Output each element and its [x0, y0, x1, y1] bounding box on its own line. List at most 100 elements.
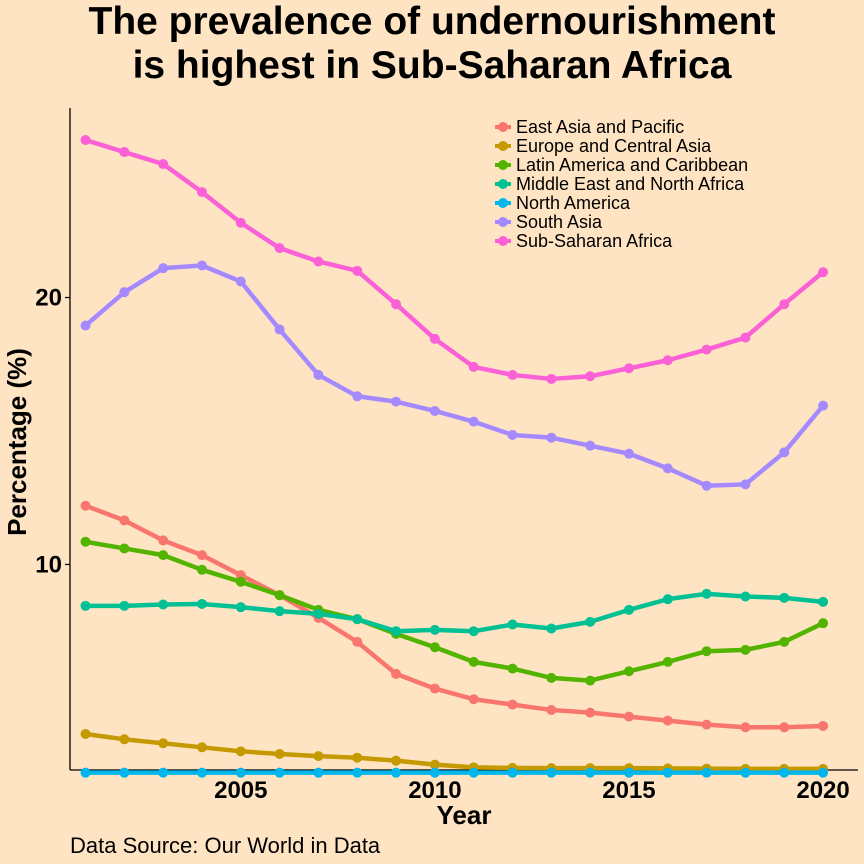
data-point-middle-east-and-north-africa	[235, 602, 246, 613]
data-point-south-asia	[662, 463, 673, 474]
data-point-latin-america-and-caribbean	[274, 590, 285, 601]
data-point-latin-america-and-caribbean	[740, 644, 751, 655]
data-point-south-asia	[80, 320, 91, 331]
data-point-north-america	[623, 767, 634, 778]
data-point-sub-saharan-africa	[740, 332, 751, 343]
data-point-latin-america-and-caribbean	[468, 656, 479, 667]
data-point-sub-saharan-africa	[196, 187, 207, 198]
data-point-europe-and-central-asia	[429, 759, 440, 770]
data-point-sub-saharan-africa	[779, 299, 790, 310]
legend-item-sub-saharan-africa: Sub-Saharan Africa	[495, 231, 673, 251]
data-point-latin-america-and-caribbean	[80, 536, 91, 547]
data-point-middle-east-and-north-africa	[352, 614, 363, 625]
data-point-latin-america-and-caribbean	[701, 646, 712, 657]
data-point-east-asia-and-pacific	[546, 704, 557, 715]
x-tick-label: 2015	[602, 777, 655, 804]
data-point-south-asia	[274, 324, 285, 335]
series-layer	[80, 135, 829, 778]
data-point-europe-and-central-asia	[196, 742, 207, 753]
data-point-north-america	[585, 767, 596, 778]
data-point-north-america	[507, 767, 518, 778]
data-point-europe-and-central-asia	[80, 728, 91, 739]
data-point-latin-america-and-caribbean	[818, 618, 829, 629]
data-point-europe-and-central-asia	[274, 748, 285, 759]
legend-item-europe-and-central-asia: Europe and Central Asia	[495, 136, 712, 156]
data-point-sub-saharan-africa	[119, 147, 130, 158]
data-point-east-asia-and-pacific	[468, 694, 479, 705]
series-south-asia	[80, 260, 829, 491]
data-point-sub-saharan-africa	[623, 363, 634, 374]
data-point-sub-saharan-africa	[701, 344, 712, 355]
data-point-east-asia-and-pacific	[391, 668, 402, 679]
legend-item-north-america: North America	[495, 193, 631, 213]
data-point-south-asia	[158, 263, 169, 274]
data-point-europe-and-central-asia	[352, 752, 363, 763]
data-point-south-asia	[779, 447, 790, 458]
data-point-middle-east-and-north-africa	[80, 600, 91, 611]
data-point-south-asia	[818, 400, 829, 411]
data-point-latin-america-and-caribbean	[119, 543, 130, 554]
data-point-sub-saharan-africa	[158, 159, 169, 170]
data-point-east-asia-and-pacific	[507, 699, 518, 710]
chart-title-line-1: The prevalence of undernourishment	[89, 0, 776, 43]
legend-item-east-asia-and-pacific: East Asia and Pacific	[495, 117, 684, 137]
data-point-north-america	[701, 767, 712, 778]
data-point-latin-america-and-caribbean	[429, 642, 440, 653]
legend-key-point	[498, 217, 508, 227]
data-point-middle-east-and-north-africa	[507, 619, 518, 630]
data-point-south-asia	[196, 260, 207, 271]
data-point-sub-saharan-africa	[235, 217, 246, 228]
data-point-south-asia	[546, 432, 557, 443]
data-point-south-asia	[701, 480, 712, 491]
data-point-europe-and-central-asia	[119, 734, 130, 745]
data-point-east-asia-and-pacific	[158, 535, 169, 546]
data-point-east-asia-and-pacific	[818, 720, 829, 731]
data-point-south-asia	[740, 479, 751, 490]
data-point-latin-america-and-caribbean	[507, 663, 518, 674]
legend-label: Middle East and North Africa	[516, 174, 745, 194]
data-point-sub-saharan-africa	[429, 333, 440, 344]
series-line-europe-and-central-asia	[83, 731, 826, 772]
series-line-sub-saharan-africa	[83, 137, 826, 382]
legend-key-point	[498, 236, 508, 246]
data-point-north-america	[779, 767, 790, 778]
data-point-sub-saharan-africa	[818, 267, 829, 278]
data-source-caption: Data Source: Our World in Data	[70, 833, 381, 858]
data-point-east-asia-and-pacific	[352, 636, 363, 647]
data-point-south-asia	[391, 396, 402, 407]
data-point-sub-saharan-africa	[313, 256, 324, 267]
x-tick-label: 2010	[408, 777, 461, 804]
legend-key-point	[498, 179, 508, 189]
series-line-east-asia-and-pacific	[83, 503, 826, 730]
data-point-north-america	[429, 767, 440, 778]
data-point-east-asia-and-pacific	[119, 515, 130, 526]
data-point-east-asia-and-pacific	[740, 722, 751, 733]
data-point-sub-saharan-africa	[352, 265, 363, 276]
series-sub-saharan-africa	[80, 135, 829, 384]
data-point-sub-saharan-africa	[546, 373, 557, 384]
series-middle-east-and-north-africa	[80, 588, 829, 637]
data-point-middle-east-and-north-africa	[662, 594, 673, 605]
data-point-europe-and-central-asia	[235, 746, 246, 757]
data-point-sub-saharan-africa	[391, 299, 402, 310]
data-point-north-america	[235, 767, 246, 778]
legend-label: East Asia and Pacific	[516, 117, 684, 137]
data-point-east-asia-and-pacific	[429, 683, 440, 694]
data-point-middle-east-and-north-africa	[119, 600, 130, 611]
data-point-sub-saharan-africa	[80, 135, 91, 146]
data-point-middle-east-and-north-africa	[623, 604, 634, 615]
data-point-middle-east-and-north-africa	[468, 626, 479, 637]
legend-label: Latin America and Caribbean	[516, 155, 748, 175]
series-europe-and-central-asia	[80, 728, 829, 774]
data-point-sub-saharan-africa	[507, 369, 518, 380]
data-point-south-asia	[429, 405, 440, 416]
series-line-latin-america-and-caribbean	[83, 539, 826, 683]
data-point-east-asia-and-pacific	[662, 715, 673, 726]
data-point-middle-east-and-north-africa	[818, 596, 829, 607]
data-point-middle-east-and-north-africa	[429, 624, 440, 635]
series-line-south-asia	[83, 263, 826, 488]
data-point-latin-america-and-caribbean	[623, 666, 634, 677]
series-latin-america-and-caribbean	[80, 536, 829, 686]
data-point-east-asia-and-pacific	[80, 500, 91, 511]
